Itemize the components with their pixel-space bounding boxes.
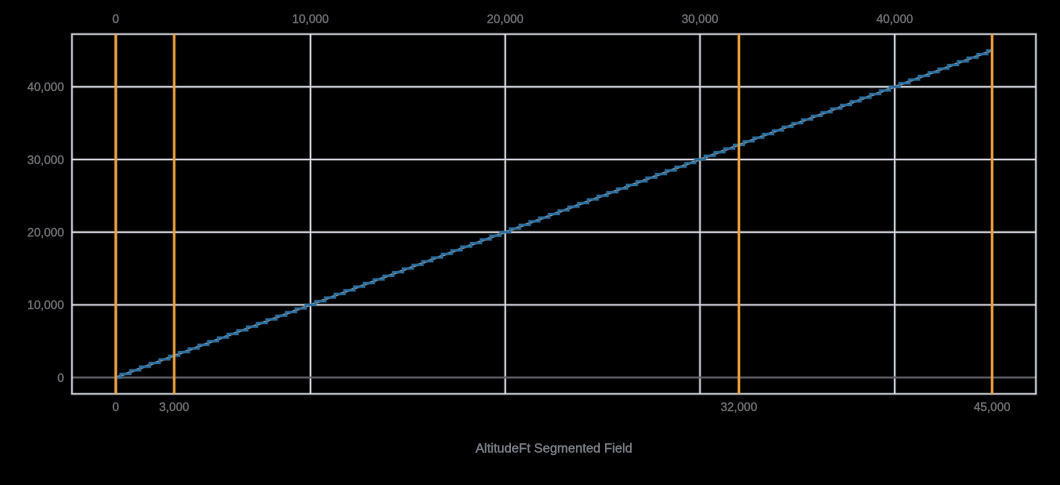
svg-text:0: 0 — [112, 400, 119, 414]
svg-text:30,000: 30,000 — [27, 153, 64, 167]
svg-text:40,000: 40,000 — [27, 80, 64, 94]
svg-text:45,000: 45,000 — [974, 400, 1011, 414]
svg-text:40,000: 40,000 — [876, 12, 913, 26]
svg-text:0: 0 — [112, 12, 119, 26]
svg-text:10,000: 10,000 — [27, 298, 64, 312]
svg-text:32,000: 32,000 — [721, 400, 758, 414]
svg-text:0: 0 — [57, 371, 64, 385]
svg-text:30,000: 30,000 — [682, 12, 719, 26]
svg-text:10,000: 10,000 — [292, 12, 329, 26]
svg-text:3,000: 3,000 — [159, 400, 189, 414]
svg-text:AltitudeFt Segmented Field: AltitudeFt Segmented Field — [476, 441, 633, 456]
svg-text:20,000: 20,000 — [487, 12, 524, 26]
svg-text:20,000: 20,000 — [27, 225, 64, 239]
